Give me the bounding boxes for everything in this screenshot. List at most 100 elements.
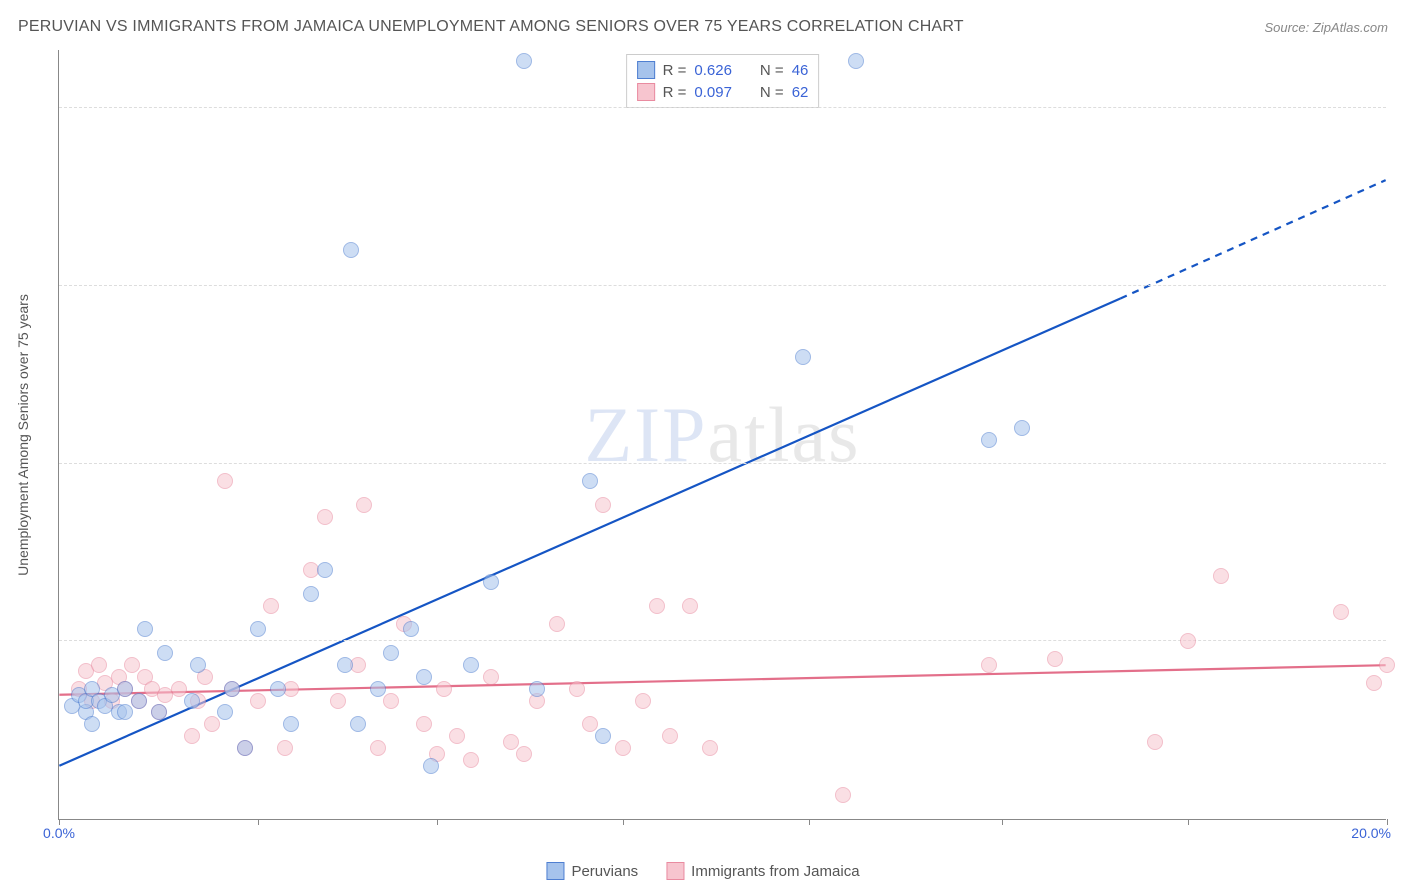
data-point-pink <box>356 497 372 513</box>
xtick <box>1002 819 1003 825</box>
n-label: N = <box>760 62 784 79</box>
chart-title: PERUVIAN VS IMMIGRANTS FROM JAMAICA UNEM… <box>18 18 964 36</box>
data-point-pink <box>330 693 346 709</box>
swatch-pink <box>666 862 684 880</box>
data-point-blue <box>317 562 333 578</box>
bottom-legend: Peruvians Immigrants from Jamaica <box>546 862 859 880</box>
data-point-blue <box>516 53 532 69</box>
data-point-pink <box>204 716 220 732</box>
data-point-pink <box>1333 604 1349 620</box>
swatch-blue <box>637 61 655 79</box>
trend-line <box>59 298 1120 765</box>
ytick-label: 30.0% <box>1391 456 1406 472</box>
data-point-blue <box>795 349 811 365</box>
data-point-blue <box>1014 420 1030 436</box>
swatch-pink <box>637 83 655 101</box>
source-value: ZipAtlas.com <box>1313 20 1388 35</box>
ytick-label: 15.0% <box>1391 633 1406 649</box>
trend-line <box>1120 180 1385 298</box>
n-value-pink: 62 <box>792 84 809 101</box>
gridline-h <box>59 107 1386 108</box>
stats-legend: R = 0.626 N = 46 R = 0.097 N = 62 <box>626 54 820 108</box>
data-point-pink <box>436 681 452 697</box>
data-point-pink <box>463 752 479 768</box>
data-point-blue <box>595 728 611 744</box>
data-point-blue <box>117 681 133 697</box>
data-point-pink <box>582 716 598 732</box>
data-point-blue <box>383 645 399 661</box>
data-point-pink <box>516 746 532 762</box>
data-point-blue <box>217 704 233 720</box>
data-point-blue <box>184 693 200 709</box>
legend-label-blue: Peruvians <box>571 863 638 880</box>
ytick-label: 60.0% <box>1391 100 1406 116</box>
data-point-blue <box>151 704 167 720</box>
data-point-blue <box>117 704 133 720</box>
data-point-blue <box>270 681 286 697</box>
stats-row-blue: R = 0.626 N = 46 <box>637 59 809 81</box>
title-bar: PERUVIAN VS IMMIGRANTS FROM JAMAICA UNEM… <box>18 18 1388 36</box>
data-point-blue <box>423 758 439 774</box>
data-point-pink <box>483 669 499 685</box>
data-point-blue <box>343 242 359 258</box>
xtick <box>1188 819 1189 825</box>
scatter-plot: ZIPatlas Unemployment Among Seniors over… <box>58 50 1386 820</box>
data-point-blue <box>250 621 266 637</box>
data-point-blue <box>529 681 545 697</box>
data-point-pink <box>124 657 140 673</box>
data-point-blue <box>303 586 319 602</box>
xtick <box>623 819 624 825</box>
data-point-pink <box>662 728 678 744</box>
source-prefix: Source: <box>1264 20 1312 35</box>
data-point-blue <box>237 740 253 756</box>
data-point-blue <box>981 432 997 448</box>
data-point-pink <box>449 728 465 744</box>
data-point-blue <box>283 716 299 732</box>
data-point-pink <box>383 693 399 709</box>
xtick-label: 20.0% <box>1351 825 1391 841</box>
data-point-pink <box>1366 675 1382 691</box>
data-point-blue <box>137 621 153 637</box>
ytick-label: 45.0% <box>1391 278 1406 294</box>
r-value-blue: 0.626 <box>694 62 732 79</box>
data-point-blue <box>370 681 386 697</box>
data-point-pink <box>702 740 718 756</box>
data-point-pink <box>317 509 333 525</box>
data-point-blue <box>224 681 240 697</box>
data-point-pink <box>370 740 386 756</box>
swatch-blue <box>546 862 564 880</box>
data-point-blue <box>848 53 864 69</box>
data-point-pink <box>549 616 565 632</box>
xtick <box>437 819 438 825</box>
xtick-label: 0.0% <box>43 825 75 841</box>
n-value-blue: 46 <box>792 62 809 79</box>
data-point-blue <box>403 621 419 637</box>
data-point-pink <box>569 681 585 697</box>
n-label: N = <box>760 84 784 101</box>
data-point-blue <box>463 657 479 673</box>
data-point-blue <box>483 574 499 590</box>
legend-item-pink: Immigrants from Jamaica <box>666 862 859 880</box>
data-point-pink <box>416 716 432 732</box>
data-point-pink <box>1147 734 1163 750</box>
r-label: R = <box>663 62 687 79</box>
data-point-blue <box>157 645 173 661</box>
data-point-pink <box>615 740 631 756</box>
r-value-pink: 0.097 <box>694 84 732 101</box>
data-point-pink <box>171 681 187 697</box>
data-point-pink <box>184 728 200 744</box>
data-point-blue <box>416 669 432 685</box>
data-point-pink <box>1047 651 1063 667</box>
data-point-pink <box>1379 657 1395 673</box>
data-point-pink <box>263 598 279 614</box>
data-point-blue <box>84 716 100 732</box>
trend-line <box>59 665 1385 695</box>
data-point-pink <box>835 787 851 803</box>
r-label: R = <box>663 84 687 101</box>
stats-row-pink: R = 0.097 N = 62 <box>637 81 809 103</box>
y-axis-label: Unemployment Among Seniors over 75 years <box>15 294 31 576</box>
data-point-pink <box>91 657 107 673</box>
data-point-pink <box>217 473 233 489</box>
legend-item-blue: Peruvians <box>546 862 638 880</box>
data-point-pink <box>635 693 651 709</box>
